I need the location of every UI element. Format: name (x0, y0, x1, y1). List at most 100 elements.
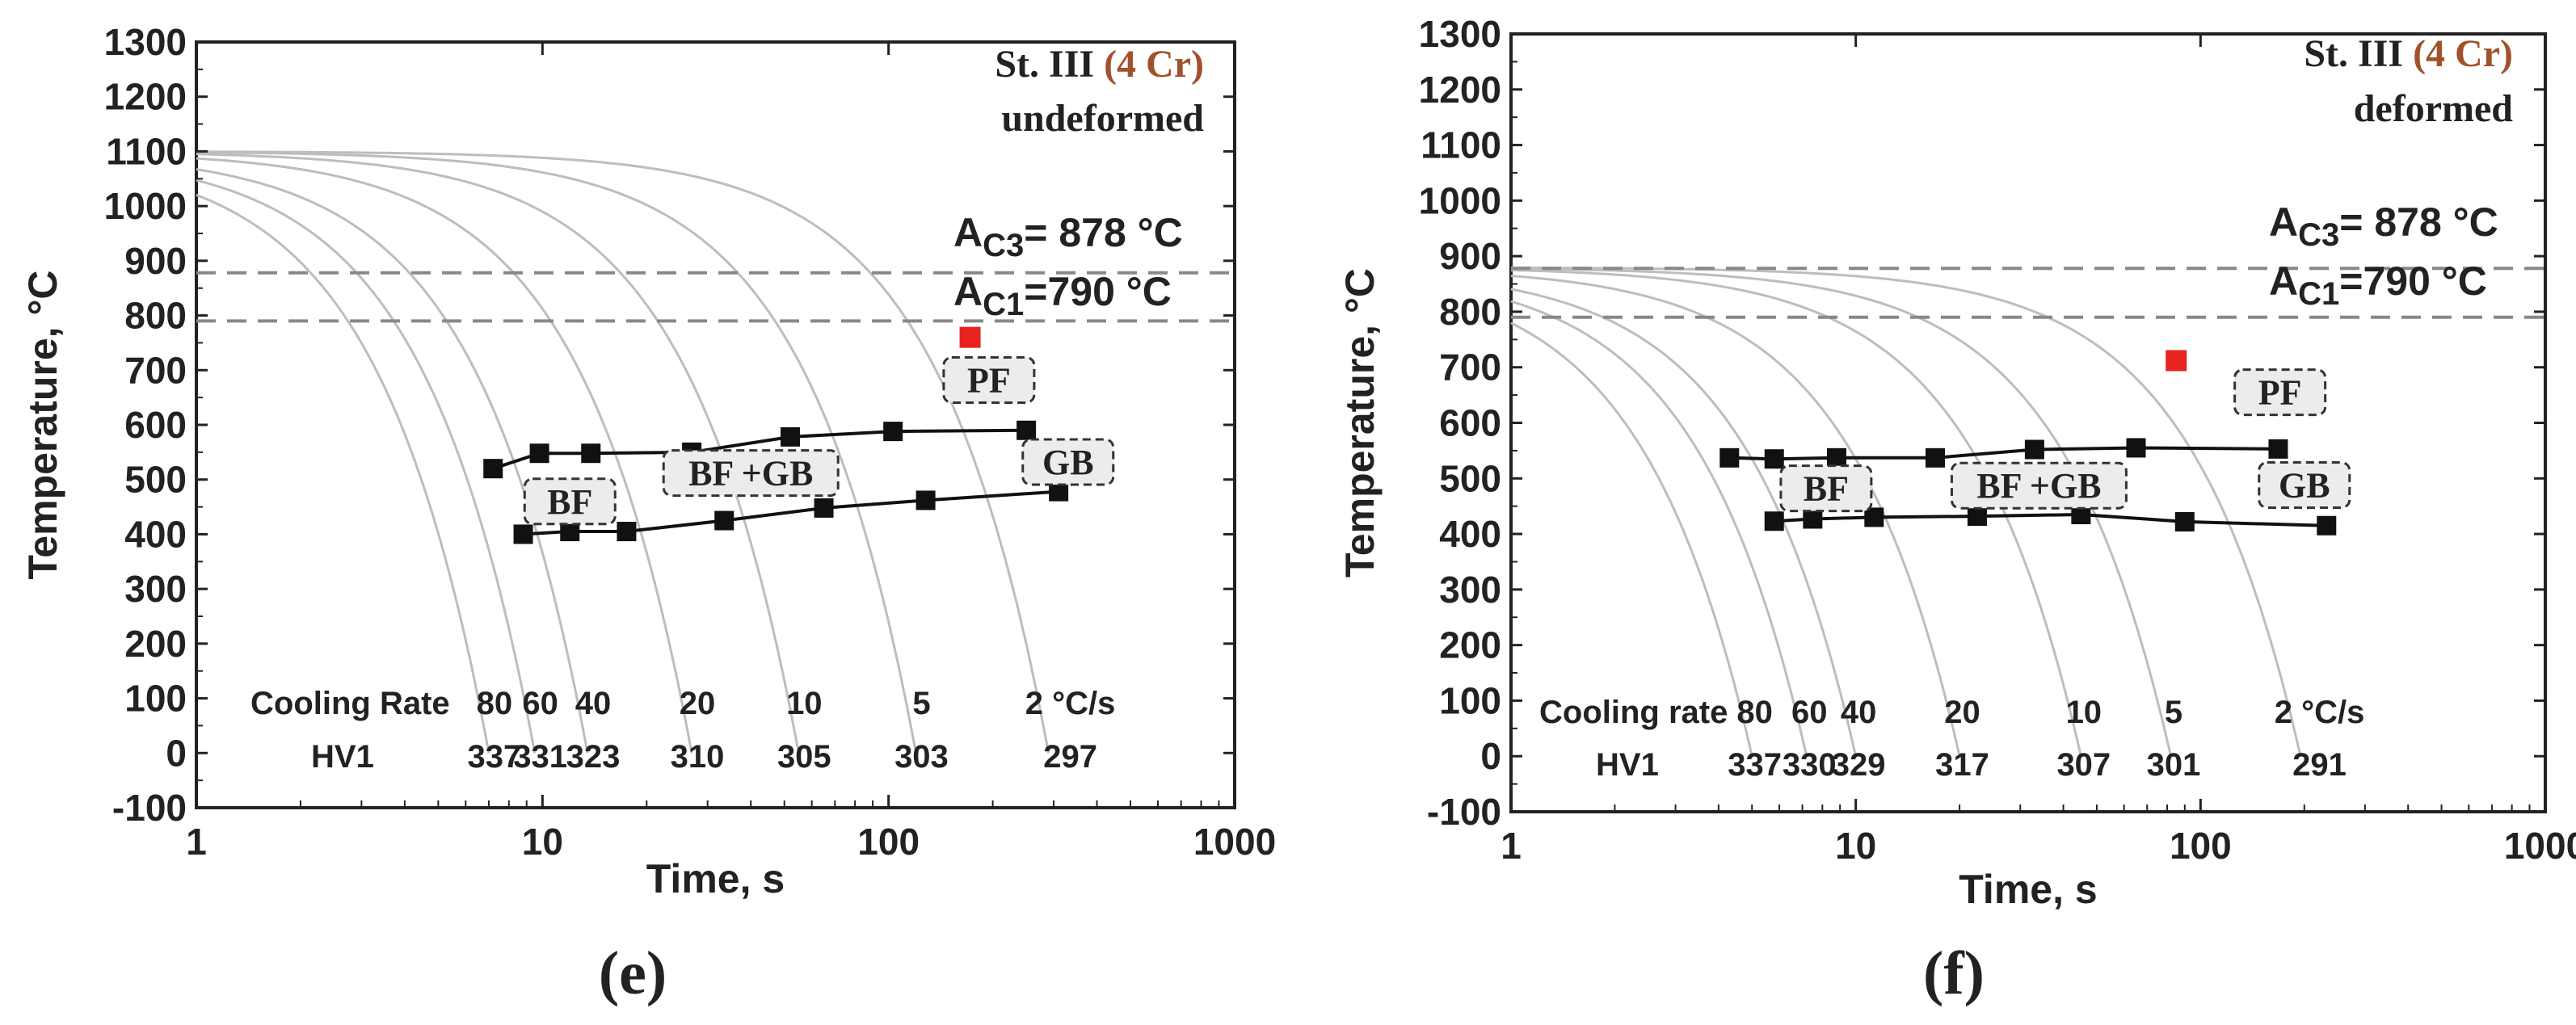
x-axis-title: Time, s (646, 856, 785, 901)
x-tick-label: 1000 (2504, 825, 2576, 867)
phase-label: BF +GB (688, 454, 813, 494)
phase-label: BF +GB (1976, 466, 2101, 506)
transformation-start-point (2024, 439, 2044, 460)
transformation-finish-point (1764, 511, 1784, 531)
ac1-label-a: A (953, 269, 983, 314)
hardness-value: 291 (2292, 747, 2347, 783)
cooling-rate-value: 2 °C/s (1025, 686, 1116, 721)
ac3-label-value: = 878 °C (2339, 200, 2498, 245)
cooling-rate-value: 10 (2066, 695, 2102, 730)
hardness-value: 331 (513, 739, 567, 775)
cooling-rate-value: 60 (1791, 695, 1828, 730)
cooling-rate-value: 60 (522, 686, 558, 721)
y-tick-label: 800 (1439, 291, 1501, 333)
cooling-rate-value: 40 (575, 686, 612, 721)
ac1-label-sub: C1 (983, 287, 1024, 322)
chart-title: St. III (4 Cr) (2304, 32, 2513, 75)
cooling-rate-value: 40 (1841, 695, 1877, 730)
phase-label: BF (547, 482, 592, 522)
cooling-curve-1 (196, 179, 537, 754)
transformation-finish-point (814, 498, 834, 518)
y-tick-label: 100 (124, 678, 187, 720)
transformation-start-point (1017, 420, 1037, 440)
cooling-curve-4 (196, 153, 800, 754)
transformation-start-point (581, 443, 601, 464)
transformation-finish-point (1864, 507, 1884, 527)
y-tick-label: 600 (1439, 402, 1501, 444)
transformation-start-point (529, 443, 549, 464)
cooling-rate-value: 2 °C/s (2275, 695, 2365, 730)
y-tick-label: 300 (1439, 569, 1501, 611)
ac3-label-a: A (953, 210, 983, 255)
cooling-rate-value: 20 (680, 686, 716, 721)
x-tick-label: 1000 (1193, 821, 1276, 863)
pf-start-point (959, 326, 981, 348)
phase-box-gb (1021, 438, 1115, 486)
transformation-start-point (1826, 447, 1846, 468)
chart-panel-e: BF BF +GB GB PF -100 0 100 200 300 400 500 600 700 80… (20, 21, 1276, 1007)
transformation-finish-point (513, 524, 533, 544)
phase-label: PF (2258, 373, 2302, 413)
y-tick-label: 1000 (104, 185, 187, 227)
condition-label: undeformed (1001, 97, 1204, 140)
transformation-finish-point (2317, 515, 2337, 536)
ac3-label-sub: C3 (2298, 217, 2339, 253)
y-tick-label: 1200 (104, 76, 187, 118)
y-tick-label: 1300 (104, 21, 187, 63)
ac3-label-value: = 878 °C (1024, 210, 1183, 255)
condition-label: deformed (2354, 87, 2514, 130)
y-tick-label: 800 (124, 295, 187, 337)
y-tick-label: 200 (124, 623, 187, 665)
cooling-curve-0 (1510, 321, 1753, 757)
alloy-label: (4 Cr) (2413, 32, 2513, 75)
y-axis-title: Temperature, °C (1337, 268, 1383, 578)
phase-box-bf (523, 477, 617, 526)
transformation-finish-point (1967, 506, 1987, 527)
x-tick-label: 100 (857, 821, 920, 863)
phase-box-pf (942, 355, 1036, 404)
panel-label: (f) (1923, 939, 1985, 1007)
ac3-label: AC3= 878 °C (953, 210, 1183, 263)
transformation-finish-point (714, 510, 734, 531)
cooling-curve-4 (1510, 268, 2082, 757)
y-tick-label: 300 (124, 568, 187, 610)
cooling-curve-6 (1511, 266, 2302, 757)
hardness-value: 330 (1783, 747, 1837, 783)
phase-box-bfgb (662, 449, 840, 498)
transformation-start-point (1764, 449, 1784, 469)
y-tick-label: 700 (1439, 347, 1501, 389)
transformation-start-point (2268, 439, 2288, 459)
phase-label: GB (2279, 466, 2330, 506)
steel-name: St. III (2304, 32, 2413, 75)
y-tick-label: 1000 (1419, 179, 1501, 221)
ac3-label-a: A (2269, 200, 2298, 245)
y-tick-label: 900 (1439, 235, 1501, 277)
ac1-label-value: =790 °C (1024, 269, 1172, 314)
hardness-value: 317 (1935, 747, 1989, 783)
cooling-curve-5 (196, 151, 918, 754)
phase-label: PF (967, 360, 1011, 400)
phase-label: BF (1804, 469, 1849, 509)
hardness-value: 307 (2056, 747, 2111, 783)
ac1-label: AC1=790 °C (953, 269, 1172, 322)
cooling-rate-label: Cooling Rate (250, 686, 450, 721)
y-tick-label: 1100 (106, 130, 187, 172)
y-tick-label: 500 (1439, 457, 1501, 499)
phase-box-bfgb (1950, 461, 2128, 510)
alloy-label: (4 Cr) (1104, 43, 1204, 86)
cooling-rate-value: 5 (2165, 695, 2182, 730)
hardness-value: 337 (1728, 747, 1782, 783)
y-tick-label: 600 (124, 404, 187, 446)
transformation-finish-point (915, 490, 936, 510)
transformation-finish-point (1803, 509, 1823, 529)
transformation-start-point (1719, 447, 1740, 468)
y-tick-label: 400 (1439, 513, 1501, 555)
transformation-finish-point (617, 522, 637, 542)
transformation-start-point (2126, 438, 2146, 458)
phase-box-bf (1779, 464, 1873, 513)
phase-label: GB (1042, 443, 1094, 482)
steel-name: St. III (995, 43, 1104, 86)
chart-title: St. III (4 Cr) (995, 43, 1204, 86)
cooling-curve-3 (196, 157, 693, 754)
chart-panel-f: BF BF +GB GB PF -100 0 100 200 300 400 500 600 700 80… (1337, 13, 2576, 1007)
